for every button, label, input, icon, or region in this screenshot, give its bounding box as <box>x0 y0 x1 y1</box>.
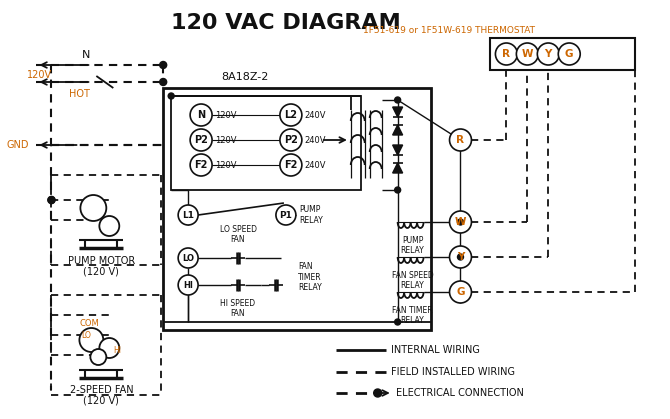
Polygon shape <box>393 125 403 135</box>
Text: ELECTRICAL CONNECTION: ELECTRICAL CONNECTION <box>396 388 523 398</box>
Text: LO SPEED
FAN: LO SPEED FAN <box>220 225 257 244</box>
Text: 240V: 240V <box>305 111 326 119</box>
Circle shape <box>178 205 198 225</box>
Bar <box>171 96 360 190</box>
Text: R: R <box>502 49 511 59</box>
Text: L1: L1 <box>182 210 194 220</box>
Circle shape <box>79 328 103 352</box>
Circle shape <box>537 43 559 65</box>
Text: FAN
TIMER
RELAY: FAN TIMER RELAY <box>298 262 322 292</box>
Text: F2: F2 <box>284 160 297 170</box>
Text: F2: F2 <box>194 160 208 170</box>
Text: P1: P1 <box>279 210 292 220</box>
Text: HI: HI <box>113 346 121 354</box>
Circle shape <box>374 389 382 397</box>
Text: FIELD INSTALLED WIRING: FIELD INSTALLED WIRING <box>391 367 515 377</box>
Polygon shape <box>393 163 403 173</box>
Polygon shape <box>393 107 403 117</box>
Circle shape <box>280 154 302 176</box>
Text: 120V: 120V <box>27 70 52 80</box>
Text: L2: L2 <box>284 110 297 120</box>
Text: HI SPEED
FAN: HI SPEED FAN <box>220 299 255 318</box>
Circle shape <box>450 129 472 151</box>
Circle shape <box>558 43 580 65</box>
Circle shape <box>90 349 107 365</box>
Circle shape <box>395 187 401 193</box>
Text: R: R <box>456 135 464 145</box>
Circle shape <box>99 216 119 236</box>
Text: PUMP
RELAY: PUMP RELAY <box>299 205 323 225</box>
Text: G: G <box>565 49 574 59</box>
Circle shape <box>80 195 107 221</box>
Text: 120V: 120V <box>215 135 237 145</box>
Text: FAN SPEED
RELAY: FAN SPEED RELAY <box>392 271 433 290</box>
Text: 2-SPEED FAN: 2-SPEED FAN <box>70 385 133 395</box>
Polygon shape <box>393 145 403 155</box>
Text: P2: P2 <box>284 135 298 145</box>
Bar <box>490 38 635 70</box>
Circle shape <box>48 197 55 204</box>
Text: INTERNAL WIRING: INTERNAL WIRING <box>391 345 480 355</box>
Circle shape <box>190 129 212 151</box>
Text: N: N <box>197 110 205 120</box>
Text: W: W <box>521 49 533 59</box>
Circle shape <box>458 219 464 225</box>
Circle shape <box>99 338 119 358</box>
Circle shape <box>276 205 296 225</box>
Text: 120V: 120V <box>215 160 237 170</box>
Text: (120 V): (120 V) <box>83 395 119 405</box>
Circle shape <box>395 319 401 325</box>
Text: 240V: 240V <box>305 160 326 170</box>
Circle shape <box>280 104 302 126</box>
Circle shape <box>458 254 464 260</box>
Circle shape <box>178 248 198 268</box>
Text: Y: Y <box>457 252 464 262</box>
Bar <box>163 88 431 330</box>
Circle shape <box>159 78 167 85</box>
Text: 120V: 120V <box>215 111 237 119</box>
Text: LO: LO <box>182 253 194 262</box>
Text: W: W <box>455 217 466 227</box>
Text: COM: COM <box>79 318 99 328</box>
Circle shape <box>178 275 198 295</box>
Circle shape <box>48 197 55 204</box>
Circle shape <box>395 97 401 103</box>
Text: 120 VAC DIAGRAM: 120 VAC DIAGRAM <box>171 13 401 33</box>
Circle shape <box>190 104 212 126</box>
Text: HI: HI <box>183 280 193 290</box>
Text: P2: P2 <box>194 135 208 145</box>
Text: HOT: HOT <box>69 89 90 99</box>
Text: 1F51-619 or 1F51W-619 THERMOSTAT: 1F51-619 or 1F51W-619 THERMOSTAT <box>363 26 535 35</box>
Circle shape <box>450 281 472 303</box>
Text: 8A18Z-2: 8A18Z-2 <box>221 72 269 82</box>
Text: G: G <box>456 287 465 297</box>
Text: (120 V): (120 V) <box>83 266 119 276</box>
Circle shape <box>168 93 174 99</box>
Circle shape <box>280 129 302 151</box>
Circle shape <box>159 62 167 68</box>
Text: Y: Y <box>545 49 552 59</box>
Text: FAN TIMER
RELAY: FAN TIMER RELAY <box>393 306 433 326</box>
Text: PUMP
RELAY: PUMP RELAY <box>401 236 425 256</box>
Text: N: N <box>82 50 90 60</box>
Text: PUMP MOTOR: PUMP MOTOR <box>68 256 135 266</box>
Text: GND: GND <box>6 140 29 150</box>
Circle shape <box>450 246 472 268</box>
Text: LO: LO <box>81 331 91 339</box>
Circle shape <box>450 211 472 233</box>
Circle shape <box>495 43 517 65</box>
Circle shape <box>517 43 538 65</box>
Circle shape <box>190 154 212 176</box>
Text: 240V: 240V <box>305 135 326 145</box>
